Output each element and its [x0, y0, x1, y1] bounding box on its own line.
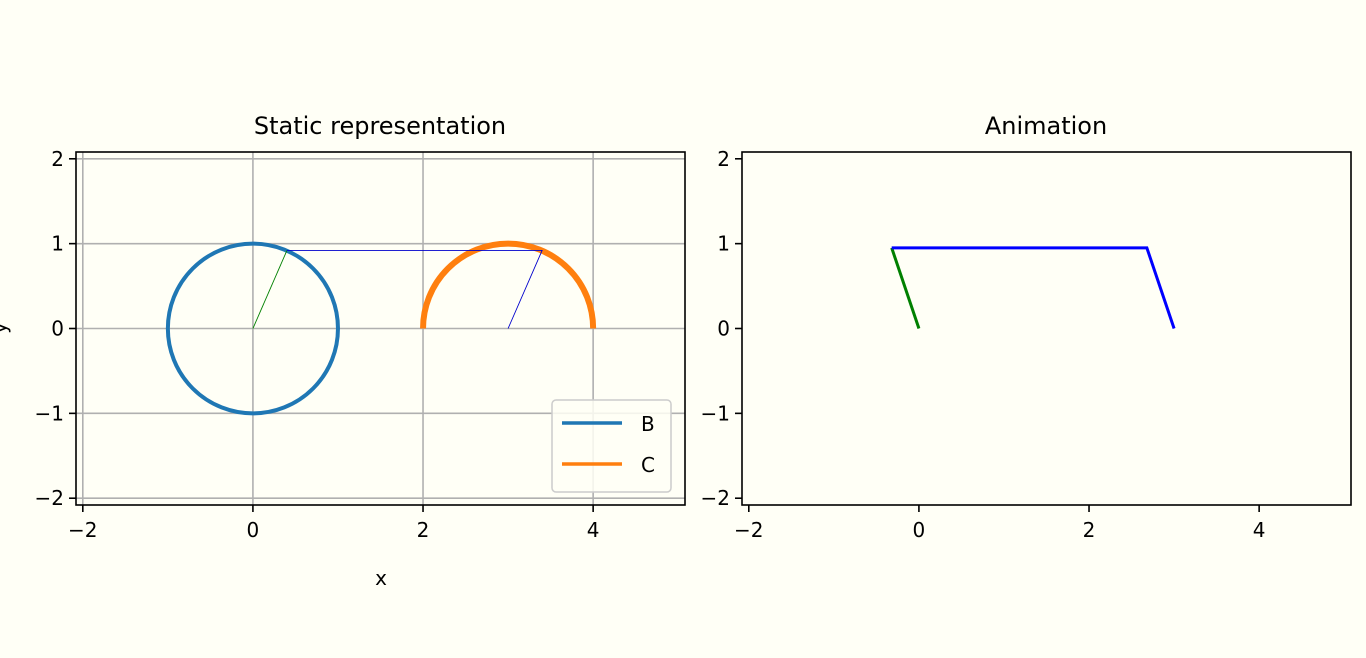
- y-tick-label: 2: [51, 147, 64, 171]
- x-tick-label: 4: [1253, 518, 1266, 542]
- axes-static: −2 0 2 4 −2 −1 0 1 2 BC: [35, 147, 686, 542]
- x-tick-label: 2: [417, 518, 430, 542]
- link-line-1: [286, 249, 543, 329]
- series-C: [420, 240, 597, 329]
- link-line-0: [890, 247, 921, 329]
- legend-label-B: B: [641, 412, 655, 436]
- y-tick-label: 0: [717, 317, 730, 341]
- axes-animation: −2 0 2 4 −2 −1 0 1 2: [701, 147, 1352, 542]
- y-tick-label: 1: [51, 232, 64, 256]
- x-tick-label: −2: [68, 518, 97, 542]
- link-line-1: [891, 246, 1176, 329]
- x-tick-label: 0: [913, 518, 926, 542]
- chart-title-animation: Animation: [985, 112, 1107, 140]
- x-tick-label: 2: [1083, 518, 1096, 542]
- y-axis-label: y: [0, 322, 11, 334]
- y-tick-label: 1: [717, 232, 730, 256]
- y-tick-label: 2: [717, 147, 730, 171]
- y-tick-label: −2: [35, 486, 64, 510]
- y-tick-label: −2: [701, 486, 730, 510]
- x-tick-label: 0: [247, 518, 260, 542]
- series-B: [165, 241, 340, 416]
- legend: BC: [551, 399, 672, 493]
- y-tick-label: −1: [35, 401, 64, 425]
- x-axis-label: x: [375, 566, 387, 590]
- y-tick-label: −1: [701, 401, 730, 425]
- x-tick-label: 4: [587, 518, 600, 542]
- x-tick-label: −2: [734, 518, 763, 542]
- y-tick-label: 0: [51, 317, 64, 341]
- plot-area: [742, 152, 1351, 505]
- chart-title-static: Static representation: [254, 112, 506, 140]
- link-line-0: [252, 250, 288, 329]
- legend-label-C: C: [641, 453, 655, 477]
